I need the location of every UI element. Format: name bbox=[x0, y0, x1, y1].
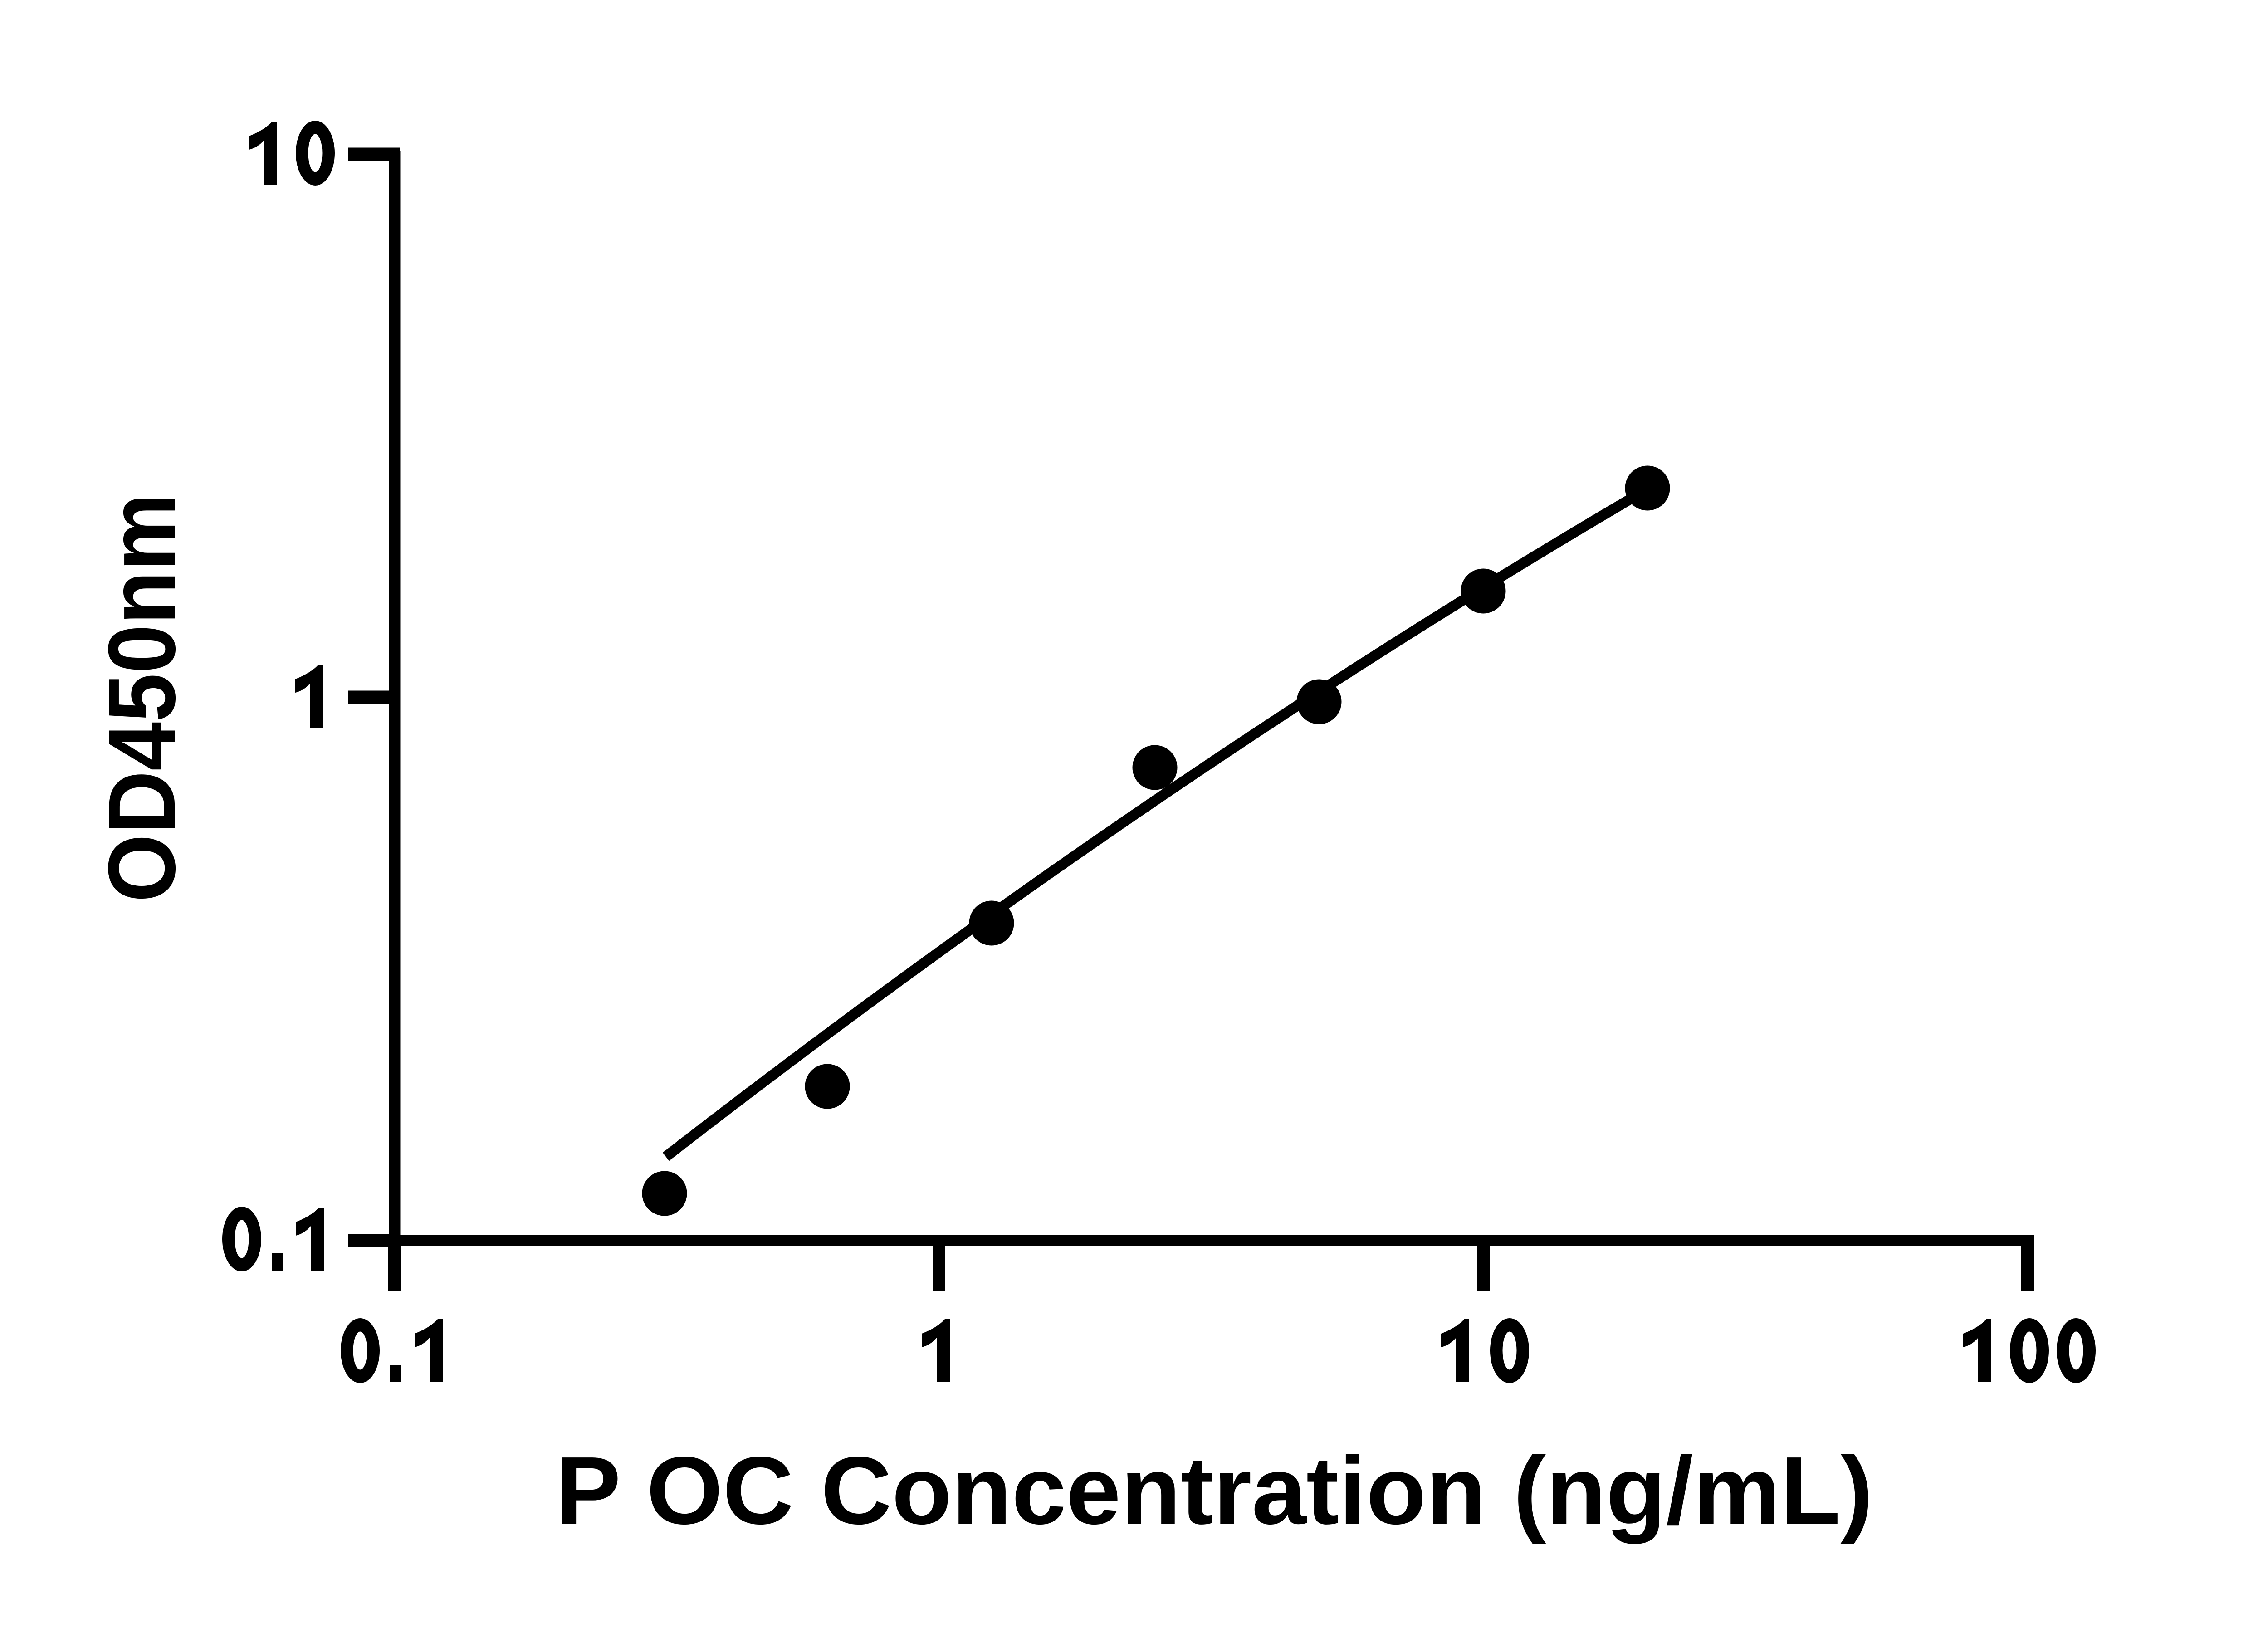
svg-text:OD450nm: OD450nm bbox=[88, 493, 195, 902]
svg-text:P OC Concentration (ng/mL): P OC Concentration (ng/mL) bbox=[556, 1437, 1873, 1544]
